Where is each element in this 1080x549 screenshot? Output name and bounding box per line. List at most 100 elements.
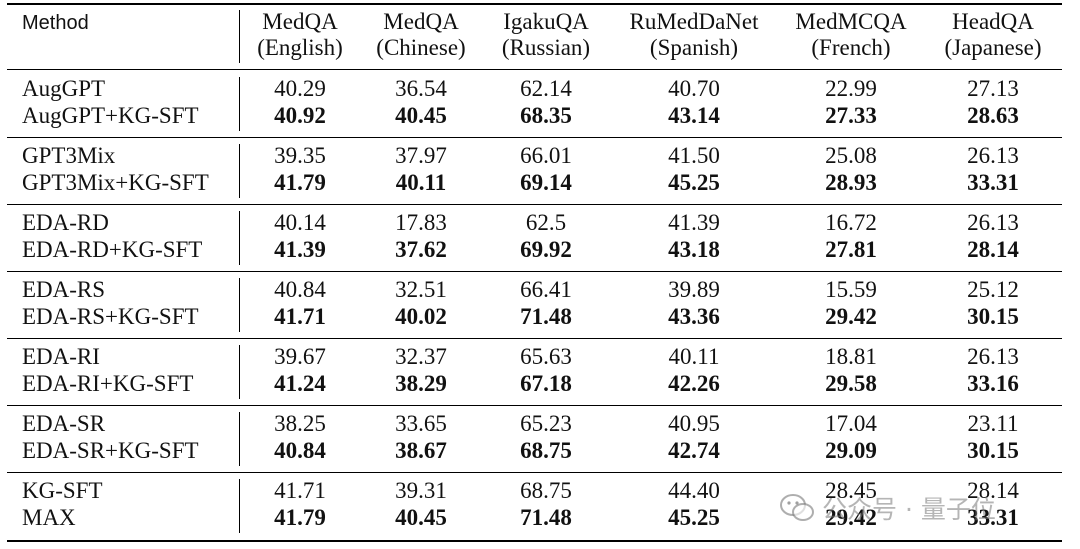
table-cell: 69.92: [520, 237, 572, 262]
column-header: MedQA (English): [257, 9, 343, 61]
table-cell: 27.81: [825, 237, 877, 262]
column-header: RuMedDaNet (Spanish): [629, 9, 758, 61]
column-header-language: (Russian): [501, 35, 591, 60]
table-cell: 33.65: [395, 411, 447, 436]
watermark-text: 公众号 · 量子位: [822, 495, 996, 524]
table-cell: 33.16: [967, 371, 1019, 396]
column-separator: [239, 144, 240, 198]
wechat-icon: [780, 494, 814, 521]
table-cell: 43.36: [668, 304, 720, 329]
method-name: EDA-SR+KG-SFT: [22, 438, 199, 463]
table-cell: 40.11: [395, 170, 447, 195]
method-name: EDA-RD: [22, 210, 109, 235]
table-cell: 44.40: [668, 478, 720, 503]
table-cell: 16.72: [825, 210, 877, 235]
table-cell: 71.48: [520, 505, 572, 530]
group-rule: [7, 204, 1062, 205]
column-separator: [239, 345, 240, 399]
table-cell: 41.24: [274, 371, 326, 396]
table-cell: 28.93: [825, 170, 877, 195]
method-name: KG-SFT: [22, 478, 103, 503]
table-cell: 18.81: [825, 344, 877, 369]
method-name: GPT3Mix: [22, 143, 116, 168]
column-separator: [239, 10, 240, 63]
table-cell: 67.18: [520, 371, 572, 396]
method-name: EDA-RI+KG-SFT: [22, 371, 194, 396]
method-name: EDA-RS+KG-SFT: [22, 304, 199, 329]
table-cell: 28.14: [967, 237, 1019, 262]
table-cell: 62.14: [520, 76, 572, 101]
table-cell: 28.45: [825, 478, 877, 503]
table-cell: 62.5: [525, 210, 567, 235]
table-cell: 40.95: [668, 411, 720, 436]
column-header: MedMCQA (French): [795, 9, 906, 61]
table-cell: 66.41: [520, 277, 572, 302]
table-cell: 27.33: [825, 103, 877, 128]
column-header-language: (Spanish): [649, 35, 739, 60]
method-name: EDA-RD+KG-SFT: [22, 237, 203, 262]
top-rule: [7, 3, 1062, 5]
method-name: EDA-RS: [22, 277, 106, 302]
method-name: AugGPT: [22, 76, 106, 101]
column-separator: [239, 278, 240, 332]
method-name: MAX: [22, 505, 76, 530]
table-cell: 30.15: [967, 438, 1019, 463]
table-cell: 26.13: [967, 344, 1019, 369]
table-cell: 40.29: [274, 76, 326, 101]
table-cell: 41.39: [274, 237, 326, 262]
table-cell: 40.02: [395, 304, 447, 329]
table-cell: 28.63: [967, 103, 1019, 128]
table-cell: 32.37: [395, 344, 447, 369]
column-header-title: IgakuQA: [503, 9, 589, 34]
group-rule: [7, 271, 1062, 272]
column-header-title: MedMCQA: [795, 9, 907, 34]
table-cell: 33.31: [967, 505, 1019, 530]
table-cell: 23.11: [967, 411, 1019, 436]
table-cell: 39.67: [274, 344, 326, 369]
table-cell: 40.92: [274, 103, 326, 128]
table-cell: 15.59: [825, 277, 877, 302]
table-cell: 39.35: [274, 143, 326, 168]
table-cell: 29.58: [825, 371, 877, 396]
table-cell: 40.70: [668, 76, 720, 101]
table-cell: 69.14: [520, 170, 572, 195]
table-cell: 43.18: [668, 237, 720, 262]
table-cell: 40.84: [274, 277, 326, 302]
group-rule: [7, 405, 1062, 406]
method-name: EDA-SR: [22, 411, 106, 436]
method-name: EDA-RI: [22, 344, 100, 369]
table-cell: 39.89: [668, 277, 720, 302]
table-cell: 29.09: [825, 438, 877, 463]
table-cell: 41.79: [274, 170, 326, 195]
group-rule: [7, 338, 1062, 339]
table-cell: 45.25: [668, 505, 720, 530]
column-separator: [239, 412, 240, 466]
table-cell: 40.11: [668, 344, 720, 369]
table-cell: 45.25: [668, 170, 720, 195]
table-cell: 42.74: [668, 438, 720, 463]
method-header: Method: [22, 12, 89, 34]
column-header-language: (French): [811, 35, 891, 60]
table-cell: 28.14: [967, 478, 1019, 503]
table-cell: 40.45: [395, 505, 447, 530]
column-header: IgakuQA (Russian): [502, 9, 590, 61]
table-cell: 29.42: [825, 505, 877, 530]
table-cell: 41.50: [668, 143, 720, 168]
table-cell: 27.13: [967, 76, 1019, 101]
table-cell: 29.42: [825, 304, 877, 329]
table-cell: 25.08: [825, 143, 877, 168]
table-cell: 17.83: [395, 210, 447, 235]
column-header-title: RuMedDaNet: [629, 9, 759, 34]
table-cell: 30.15: [967, 304, 1019, 329]
table-cell: 17.04: [825, 411, 877, 436]
table-cell: 68.35: [520, 103, 572, 128]
watermark: 公众号 · 量子位: [780, 488, 1050, 528]
table-cell: 38.67: [395, 438, 447, 463]
table-cell: 40.45: [395, 103, 447, 128]
table-cell: 26.13: [967, 210, 1019, 235]
header-rule: [7, 69, 1062, 70]
method-name: AugGPT+KG-SFT: [22, 103, 199, 128]
table-cell: 65.23: [520, 411, 572, 436]
column-header-title: MedQA: [383, 9, 459, 34]
